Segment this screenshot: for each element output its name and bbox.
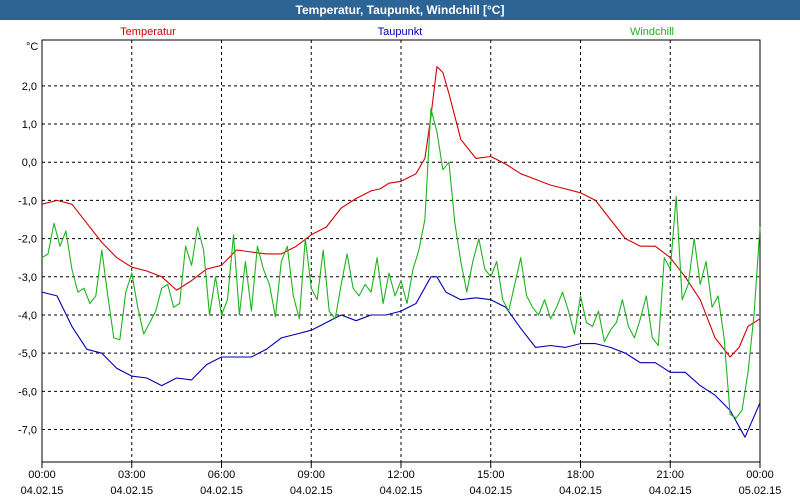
y-tick-label: -5,0 xyxy=(18,348,37,360)
series-line-windchill xyxy=(41,108,761,419)
x-tick-time: 18:00 xyxy=(567,469,595,481)
legend-entry: Windchill xyxy=(630,26,674,38)
x-tick-time: 15:00 xyxy=(477,469,505,481)
plot-frame xyxy=(41,39,761,463)
x-tick-date: 04.02.15 xyxy=(469,485,512,497)
x-tick-date: 04.02.15 xyxy=(200,485,243,497)
tick-labels: 2,0 1,0 0,0 -1,0 -2,0 -3,0 -4,0 -5,0 -6,0 -7,0 00:… xyxy=(18,41,781,497)
y-axis-unit-label: °C xyxy=(26,41,38,53)
series-line-temperatur xyxy=(41,66,761,358)
x-tick-time: 00:00 xyxy=(746,469,774,481)
y-tick-label: 2,0 xyxy=(22,81,37,93)
x-tick-date: 04.02.15 xyxy=(559,485,602,497)
chart-title: Temperatur, Taupunkt, Windchill [°C] xyxy=(0,0,800,20)
x-tick-time: 03:00 xyxy=(118,469,146,481)
x-tick-date: 04.02.15 xyxy=(21,485,64,497)
y-tick-label: 1,0 xyxy=(22,119,37,131)
legend-entry: Temperatur xyxy=(120,26,176,38)
series-lines xyxy=(41,66,761,438)
y-tick-label: -1,0 xyxy=(18,195,37,207)
series-line-taupunkt xyxy=(41,276,761,438)
x-tick-date: 04.02.15 xyxy=(290,485,333,497)
y-tick-label: -2,0 xyxy=(18,234,37,246)
x-tick-date: 04.02.15 xyxy=(380,485,423,497)
y-tick-label: -3,0 xyxy=(18,272,37,284)
x-tick-time: 00:00 xyxy=(28,469,56,481)
x-tick-date: 05.02.15 xyxy=(739,485,782,497)
legend-entry: Taupunkt xyxy=(378,26,423,38)
chart-canvas: Temperatur Taupunkt Windchill 2,0 1,0 0,0 -1,… xyxy=(18,26,781,497)
x-tick-time: 12:00 xyxy=(387,469,415,481)
x-tick-date: 04.02.15 xyxy=(110,485,153,497)
x-tick-time: 06:00 xyxy=(208,469,236,481)
y-tick-label: -7,0 xyxy=(18,425,37,437)
legend: Temperatur Taupunkt Windchill xyxy=(120,26,674,38)
x-tick-time: 09:00 xyxy=(297,469,325,481)
x-tick-time: 21:00 xyxy=(656,469,684,481)
y-tick-label: 0,0 xyxy=(22,157,37,169)
y-tick-label: -6,0 xyxy=(18,386,37,398)
grid xyxy=(42,40,760,462)
axes xyxy=(41,39,761,468)
y-tick-label: -4,0 xyxy=(18,310,37,322)
x-tick-date: 04.02.15 xyxy=(649,485,692,497)
